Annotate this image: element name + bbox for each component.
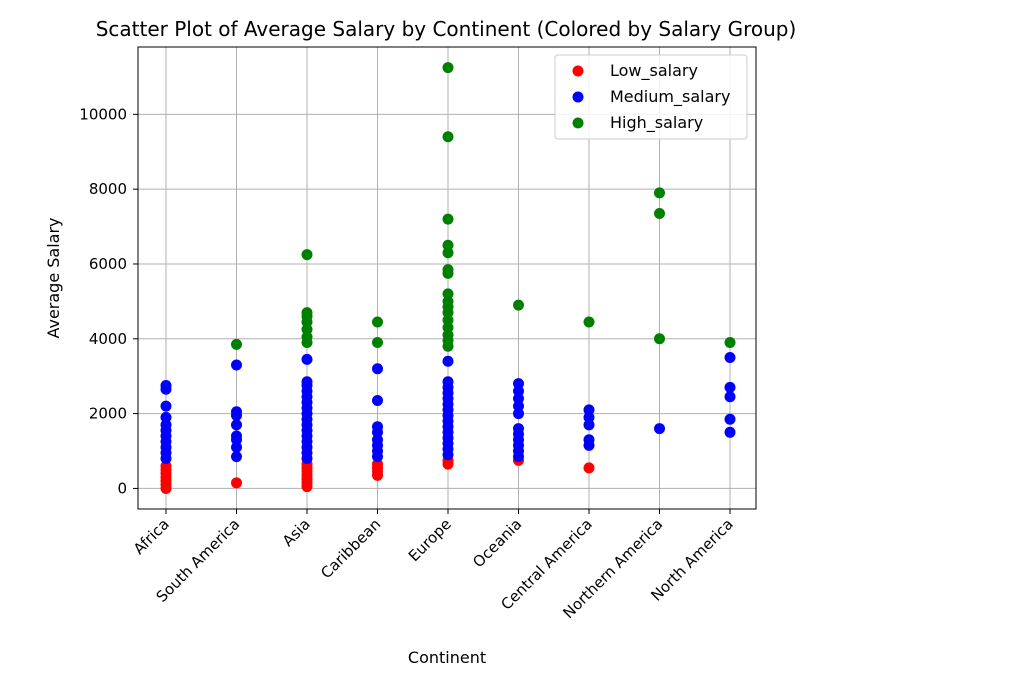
data-point [442,62,454,74]
data-point [442,131,454,143]
chart-title: Scatter Plot of Average Salary by Contin… [96,17,797,41]
y-tick-label: 8000 [89,180,127,198]
data-point [231,451,242,463]
data-point [442,288,454,300]
data-point [442,213,454,225]
data-point [513,378,524,390]
data-point [654,333,665,345]
legend-label: Low_salary [610,61,698,81]
y-axis-label: Average Salary [44,217,63,338]
data-point [724,381,736,393]
data-point [654,187,665,199]
data-point [442,376,454,388]
data-point [513,423,524,435]
legend-label: Medium_salary [610,87,730,107]
y-tick-label: 6000 [89,255,127,273]
data-point [372,395,383,407]
data-point [160,400,172,412]
legend-frame [554,54,748,140]
data-point [513,299,524,311]
data-point [724,351,736,363]
legend: Low_salary Medium_salary High_salary [554,54,748,140]
data-point [372,337,383,349]
data-point [583,462,595,474]
data-point [160,411,172,423]
data-point [231,477,242,489]
data-point [231,419,242,431]
data-point [724,337,736,349]
y-axis-ticks: 0 2000 4000 6000 8000 10000 [79,105,138,497]
data-point [231,338,242,350]
data-point [231,406,242,418]
data-point [372,421,383,433]
legend-marker [572,65,584,77]
data-point [654,207,665,219]
data-point [301,249,313,261]
data-point [583,434,595,446]
data-point [583,404,595,416]
x-tick-label: Africa [130,515,173,558]
plot-frame [137,46,757,510]
y-tick-label: 10000 [79,105,127,123]
x-tick-label: Caribbean [317,515,384,582]
data-point [724,413,736,425]
data-point [231,430,242,442]
data-points [160,62,736,494]
data-point [301,376,313,388]
data-point [372,363,383,375]
data-point [160,380,172,392]
x-tick-label: Asia [279,515,314,550]
data-point [583,316,595,328]
data-point [724,391,736,403]
data-point [231,359,242,371]
data-point [372,316,383,328]
y-tick-label: 0 [117,479,127,497]
x-tick-label: Europe [405,515,455,565]
y-tick-label: 4000 [89,330,127,348]
data-point [442,239,454,251]
legend-marker [572,91,584,103]
legend-marker [572,117,584,129]
legend-label: High_salary [610,113,703,133]
data-point [442,264,454,276]
data-point [301,353,313,365]
x-tick-label: Oceania [469,515,525,571]
data-point [724,426,736,438]
y-tick-label: 2000 [89,405,127,423]
x-axis-label: Continent [408,648,486,667]
data-point [301,307,313,319]
data-point [442,355,454,367]
data-point [654,423,665,435]
